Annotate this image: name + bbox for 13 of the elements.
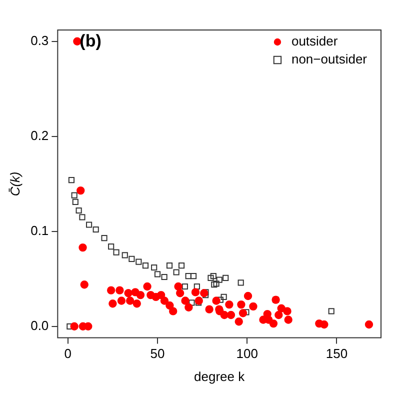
annotation: (b) [80,32,102,51]
y-tick-label: 0.1 [30,222,49,238]
x-tick-label: 50 [150,346,165,362]
x-axis-title: degree k [194,368,246,384]
legend-label: non−outsider [291,52,368,67]
x-tick-label: 0 [64,346,72,362]
y-tick-label: 0.0 [30,318,49,333]
y-tick-label: 0.3 [30,32,49,48]
x-tick-label: 100 [236,346,258,362]
y-tick-label: 0.2 [30,128,49,143]
y-axis-title: C̄(k) [7,172,22,196]
x-tick-label: 150 [326,346,348,362]
legend-label: outsider [291,34,338,49]
